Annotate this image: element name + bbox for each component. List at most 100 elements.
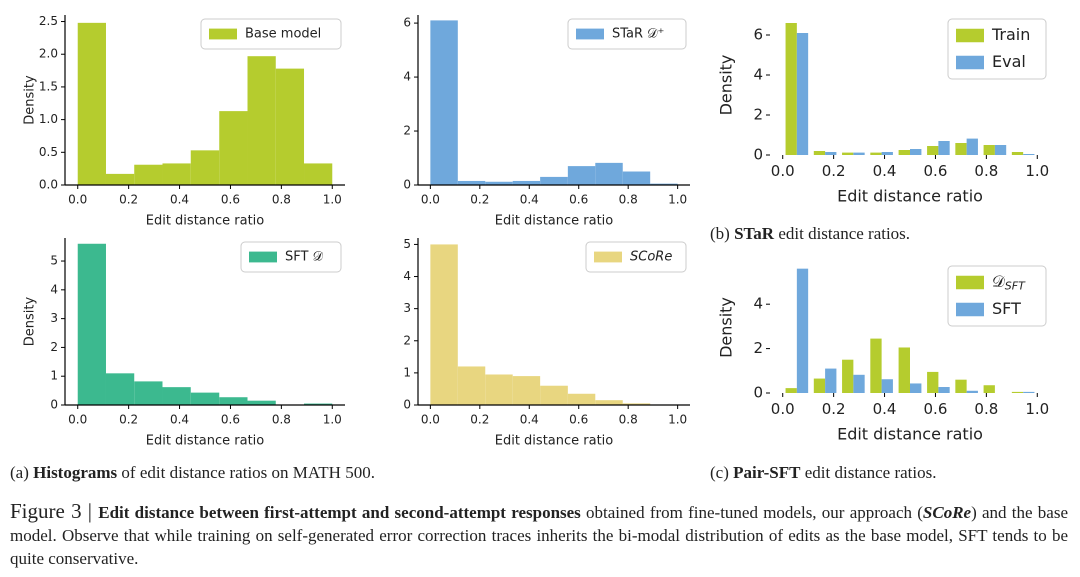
y-tick-label: 3 [50, 311, 58, 325]
x-tick-label: 0.0 [771, 400, 795, 418]
bar [162, 387, 191, 405]
y-axis-label: Density [22, 75, 37, 125]
bar [853, 152, 865, 155]
x-tick-label: 0.6 [569, 413, 588, 427]
bar [650, 183, 678, 185]
bar [966, 390, 978, 393]
x-tick-label: 1.0 [323, 193, 342, 207]
legend-swatch [209, 28, 237, 40]
legend-label: SFT [992, 299, 1021, 318]
caption-run: Pair-SFT [733, 463, 801, 482]
x-tick-label: 0.6 [569, 193, 588, 207]
caption-run: of edit distance ratios on MATH 500. [117, 463, 375, 482]
caption-run: Histograms [33, 463, 118, 482]
caption-run: Edit distance between first-attempt and … [98, 503, 581, 522]
bar [105, 373, 135, 405]
legend-label: SCoRe [630, 250, 672, 265]
bar [304, 403, 333, 405]
x-tick-label: 1.0 [1025, 400, 1049, 418]
y-tick-label: 0 [403, 178, 411, 192]
subcaption-a: (a) Histograms of edit distance ratios o… [10, 463, 375, 483]
x-tick-label: 0.0 [421, 413, 440, 427]
x-tick-label: 0.4 [873, 400, 897, 418]
bar [304, 163, 333, 185]
bar [1023, 391, 1035, 393]
y-tick-label: 2.5 [39, 14, 58, 28]
x-tick-label: 0.2 [822, 162, 846, 180]
legend-swatch [956, 28, 984, 43]
bar [595, 162, 623, 185]
bar [785, 23, 797, 155]
legend-box [585, 241, 687, 273]
bar [870, 338, 882, 393]
x-axis-label: Edit distance ratio [837, 425, 983, 444]
x-tick-label: 1.0 [668, 413, 687, 427]
legend-label-sub: SFT [1005, 280, 1026, 293]
bar [910, 149, 922, 155]
y-tick-label: 2 [403, 333, 411, 347]
bar [853, 374, 865, 393]
legend-swatch [956, 275, 984, 290]
x-tick-label: 0.8 [272, 193, 291, 207]
x-tick-label: 0.0 [771, 162, 795, 180]
y-tick-label: 2.0 [39, 47, 58, 61]
caption-run: edit distance ratios. [774, 224, 911, 243]
bar [938, 387, 950, 393]
x-axis-label: Edit distance ratio [146, 434, 265, 449]
x-tick-label: 0.2 [470, 193, 489, 207]
y-tick-label: 4 [403, 269, 411, 283]
x-tick-label: 0.6 [924, 162, 948, 180]
x-tick-label: 1.0 [323, 413, 342, 427]
bar [927, 371, 939, 393]
x-tick-label: 0.8 [272, 413, 291, 427]
x-tick-label: 0.8 [619, 193, 638, 207]
x-axis-label: Edit distance ratio [495, 434, 614, 449]
x-tick-label: 0.4 [520, 193, 539, 207]
bar [134, 164, 163, 185]
caption-run: ) and the base model. Observe that while… [10, 503, 1068, 568]
bar [938, 141, 950, 155]
bar [219, 111, 248, 185]
x-tick-label: 0.0 [68, 413, 87, 427]
y-tick-label: 0 [753, 146, 763, 164]
legend-box [567, 18, 687, 50]
y-tick-label: 1.5 [39, 79, 58, 93]
caption-run: Figure 3 | [10, 499, 99, 523]
x-tick-label: 0.2 [119, 413, 138, 427]
bar [540, 176, 568, 185]
bar [983, 385, 995, 393]
y-tick-label: 4 [753, 295, 763, 313]
bar [955, 143, 967, 155]
x-tick-label: 0.8 [974, 162, 998, 180]
y-axis-label: Density [22, 296, 37, 346]
caption-run: SCoRe [922, 503, 972, 522]
caption-run: (b) [710, 224, 735, 243]
bar [162, 163, 191, 185]
bar [1023, 154, 1035, 155]
bar [567, 166, 596, 185]
y-tick-label: 5 [403, 237, 411, 251]
y-tick-label: 2 [403, 124, 411, 138]
y-axis-label: Density [717, 55, 736, 116]
legend-label: SFT 𝒟 [285, 250, 324, 265]
bar [485, 374, 513, 405]
bar [881, 152, 893, 155]
x-tick-label: 0.0 [68, 193, 87, 207]
bar [870, 152, 882, 155]
x-axis-label: Edit distance ratio [146, 214, 265, 229]
x-tick-label: 0.2 [822, 400, 846, 418]
bar [567, 393, 596, 405]
x-tick-label: 0.2 [119, 193, 138, 207]
bar [512, 376, 541, 405]
x-tick-label: 0.6 [221, 193, 240, 207]
bar [785, 388, 797, 393]
bar [842, 359, 854, 393]
bar [796, 33, 809, 155]
bar [457, 180, 486, 185]
y-tick-label: 3 [403, 301, 411, 315]
caption-run: STaR [734, 224, 775, 243]
bar [430, 244, 458, 405]
y-tick-label: 1 [403, 365, 411, 379]
legend-swatch [956, 55, 984, 70]
